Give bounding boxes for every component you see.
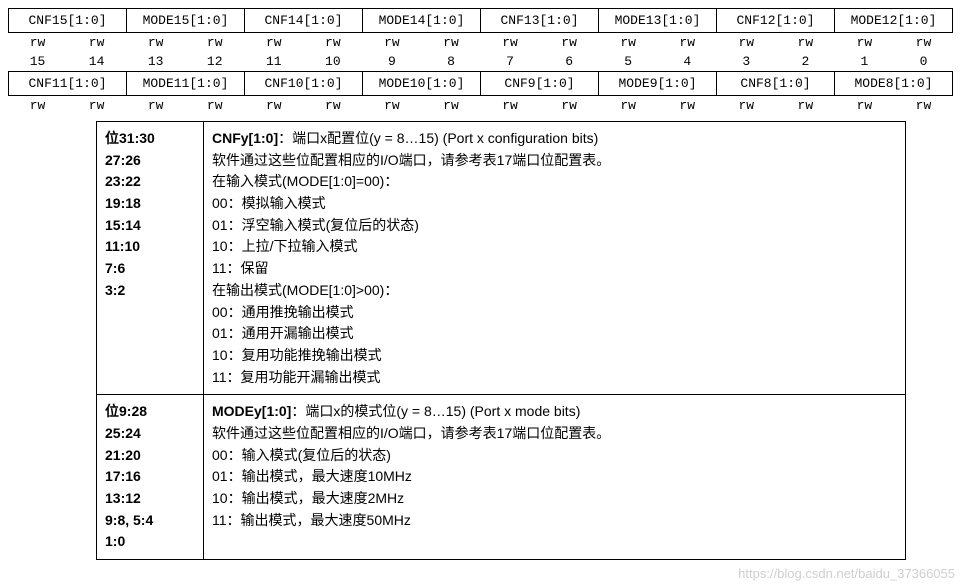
reg-field: CNF11[1:0] — [9, 72, 127, 95]
rw-label: rw — [244, 33, 303, 52]
rw-label: rw — [658, 33, 717, 52]
bit-number: 11 — [244, 52, 303, 71]
rw-label: rw — [717, 33, 776, 52]
reg-field: CNF14[1:0] — [245, 9, 363, 32]
reg-field: MODE14[1:0] — [363, 9, 481, 32]
reg-field: CNF10[1:0] — [245, 72, 363, 95]
reg-field: CNF13[1:0] — [481, 9, 599, 32]
rw-label: rw — [67, 96, 126, 115]
bit-number: 7 — [481, 52, 540, 71]
rw-label: rw — [540, 96, 599, 115]
watermark-text: https://blog.csdn.net/baidu_37366055 — [738, 566, 955, 581]
bit-number: 2 — [776, 52, 835, 71]
rw-label: rw — [894, 96, 953, 115]
rw-label: rw — [481, 33, 540, 52]
bit-number: 1 — [835, 52, 894, 71]
rw-label: rw — [599, 96, 658, 115]
desc-column: MODEy[1:0]：端口x的模式位(y = 8…15) (Port x mod… — [204, 395, 906, 560]
reg-field: MODE11[1:0] — [127, 72, 245, 95]
rw-label: rw — [185, 33, 244, 52]
rw-label: rw — [126, 33, 185, 52]
bit-number: 9 — [362, 52, 421, 71]
reg-field: MODE8[1:0] — [835, 72, 953, 95]
rw-row-bottom: rw rw rw rw rw rw rw rw rw rw rw rw rw r… — [8, 96, 953, 115]
bits-column: 位9:2825:2421:2017:1613:129:8, 5:41:0 — [97, 395, 204, 560]
reg-field: CNF15[1:0] — [9, 9, 127, 32]
rw-label: rw — [776, 96, 835, 115]
rw-label: rw — [835, 96, 894, 115]
reg-field: MODE12[1:0] — [835, 9, 953, 32]
table-row: 位9:2825:2421:2017:1613:129:8, 5:41:0 MOD… — [97, 395, 906, 560]
reg-field: MODE10[1:0] — [363, 72, 481, 95]
rw-label: rw — [8, 96, 67, 115]
bit-number: 14 — [67, 52, 126, 71]
rw-label: rw — [244, 96, 303, 115]
rw-label: rw — [776, 33, 835, 52]
bit-number: 13 — [126, 52, 185, 71]
bit-number: 0 — [894, 52, 953, 71]
register-row-bottom: CNF11[1:0] MODE11[1:0] CNF10[1:0] MODE10… — [8, 71, 953, 96]
rw-label: rw — [421, 96, 480, 115]
bits-column: 位31:3027:2623:2219:1815:1411:107:63:2 — [97, 122, 204, 395]
rw-label: rw — [717, 96, 776, 115]
rw-label: rw — [658, 96, 717, 115]
bit-number: 3 — [717, 52, 776, 71]
rw-label: rw — [362, 33, 421, 52]
desc-column: CNFy[1:0]：端口x配置位(y = 8…15) (Port x confi… — [204, 122, 906, 395]
rw-label: rw — [481, 96, 540, 115]
rw-row-top: rw rw rw rw rw rw rw rw rw rw rw rw rw r… — [8, 33, 953, 52]
reg-field: MODE9[1:0] — [599, 72, 717, 95]
bit-number: 6 — [540, 52, 599, 71]
rw-label: rw — [421, 33, 480, 52]
rw-label: rw — [67, 33, 126, 52]
bit-number: 15 — [8, 52, 67, 71]
rw-label: rw — [540, 33, 599, 52]
rw-label: rw — [303, 33, 362, 52]
rw-label: rw — [599, 33, 658, 52]
bit-number: 5 — [599, 52, 658, 71]
rw-label: rw — [8, 33, 67, 52]
rw-label: rw — [126, 96, 185, 115]
description-table: 位31:3027:2623:2219:1815:1411:107:63:2 CN… — [96, 121, 906, 560]
bit-number: 4 — [658, 52, 717, 71]
bit-number: 12 — [185, 52, 244, 71]
reg-field: MODE13[1:0] — [599, 9, 717, 32]
bit-number: 8 — [421, 52, 480, 71]
rw-label: rw — [303, 96, 362, 115]
register-row-top: CNF15[1:0] MODE15[1:0] CNF14[1:0] MODE14… — [8, 8, 953, 33]
table-row: 位31:3027:2623:2219:1815:1411:107:63:2 CN… — [97, 122, 906, 395]
rw-label: rw — [894, 33, 953, 52]
bit-number: 10 — [303, 52, 362, 71]
rw-label: rw — [185, 96, 244, 115]
rw-label: rw — [835, 33, 894, 52]
reg-field: CNF9[1:0] — [481, 72, 599, 95]
reg-field: MODE15[1:0] — [127, 9, 245, 32]
bitnum-row: 15 14 13 12 11 10 9 8 7 6 5 4 3 2 1 0 — [8, 52, 953, 71]
reg-field: CNF12[1:0] — [717, 9, 835, 32]
rw-label: rw — [362, 96, 421, 115]
reg-field: CNF8[1:0] — [717, 72, 835, 95]
